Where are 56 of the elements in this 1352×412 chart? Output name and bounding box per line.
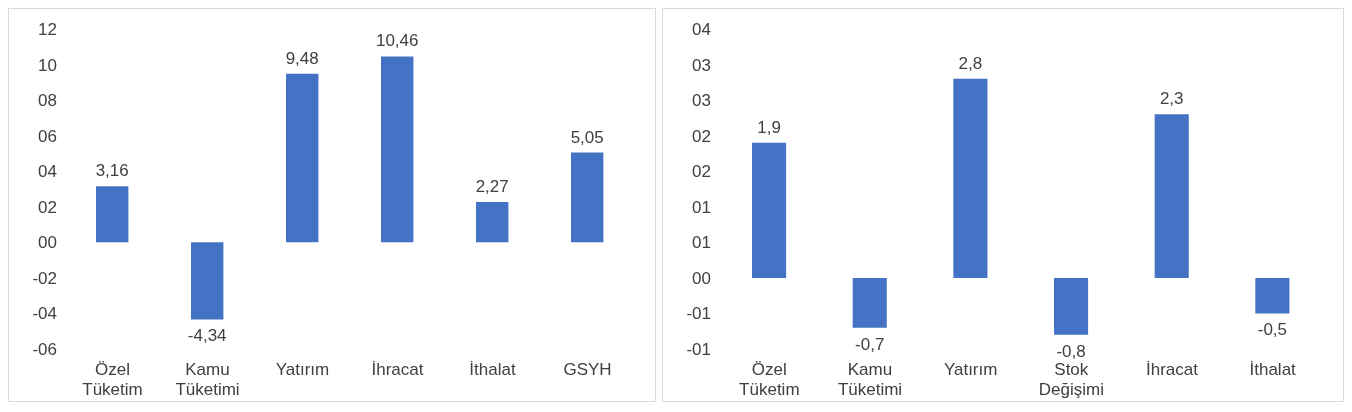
y-tick-label: -01	[686, 304, 711, 324]
y-tick-label: 02	[692, 162, 711, 182]
data-label: 5,05	[570, 127, 604, 147]
bar	[571, 152, 604, 243]
x-tick-label: GSYH	[563, 360, 612, 379]
data-label: 2,3	[1159, 89, 1184, 109]
y-tick-label: 12	[38, 20, 57, 40]
y-tick-label: 01	[692, 197, 711, 217]
y-tick-label: 00	[38, 233, 57, 253]
y-tick-label: -06	[32, 340, 57, 360]
data-label: -0,7	[855, 334, 885, 354]
x-tick-label: Yatırım	[275, 360, 330, 379]
bar	[953, 78, 988, 278]
x-tick-label: Özel Tüketim	[739, 360, 800, 399]
data-label: -4,34	[187, 326, 227, 346]
x-tick-label: İhracat	[371, 360, 424, 379]
y-tick-label: -01	[686, 340, 711, 360]
bar	[286, 73, 319, 243]
y-tick-label: -04	[32, 304, 57, 324]
data-label: -0,5	[1257, 320, 1288, 340]
y-tick-label: 08	[38, 91, 57, 111]
data-label: 3,16	[95, 161, 129, 181]
y-tick-label: 00	[692, 268, 711, 288]
y-tick-label: 01	[692, 233, 711, 253]
y-tick-label: -02	[32, 268, 57, 288]
x-tick-label: Yatırım	[943, 360, 998, 379]
x-tick-label: Stok Değişimi	[1038, 360, 1104, 399]
x-tick-label: Kamu Tüketimi	[837, 360, 903, 399]
bar	[476, 201, 509, 243]
bar	[191, 242, 224, 320]
bar	[381, 56, 414, 243]
data-label: -0,8	[1056, 341, 1086, 361]
data-label: 9,48	[285, 48, 319, 68]
x-tick-label: Özel Tüketim	[82, 360, 143, 399]
y-tick-label: 02	[38, 197, 57, 217]
x-tick-label: İthalat	[1249, 360, 1297, 379]
y-tick-label: 03	[692, 91, 711, 111]
data-label: 10,46	[375, 31, 419, 51]
bar	[1255, 277, 1290, 314]
bar	[1054, 277, 1089, 335]
data-label: 2,8	[958, 53, 983, 73]
bar	[96, 186, 129, 243]
data-label: 2,27	[475, 176, 509, 196]
x-tick-label: Kamu Tüketimi	[175, 360, 240, 399]
bar	[1154, 114, 1189, 278]
x-tick-label: İhracat	[1146, 360, 1199, 379]
y-tick-label: 04	[692, 20, 711, 40]
y-tick-label: 04	[38, 162, 57, 182]
x-tick-label: İthalat	[469, 360, 516, 379]
data-label: 1,9	[757, 117, 781, 137]
y-tick-label: 06	[38, 126, 57, 146]
bar	[852, 277, 887, 328]
y-tick-label: 02	[692, 126, 711, 146]
y-tick-label: 03	[692, 55, 711, 75]
bar	[752, 142, 787, 278]
y-tick-label: 10	[38, 55, 57, 75]
